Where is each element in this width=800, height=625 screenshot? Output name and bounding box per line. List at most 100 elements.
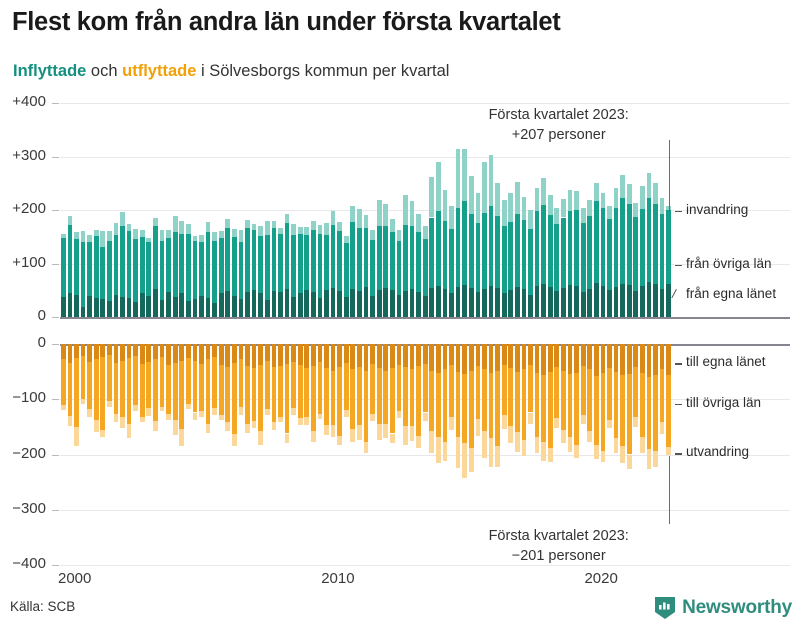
bar-segment — [600, 285, 606, 317]
series-label-utvandring: utvandring — [686, 444, 750, 460]
bar-segment — [580, 222, 586, 293]
bar-segment — [205, 359, 211, 424]
bar-2003Q3 — [153, 217, 158, 317]
bar-2001Q2 — [93, 344, 99, 433]
bar-segment — [574, 344, 579, 373]
bar-segment — [120, 416, 125, 428]
bar-segment — [291, 361, 296, 409]
bar-segment — [370, 344, 375, 364]
bar-segment — [278, 366, 283, 417]
bar-2013Q2 — [409, 201, 415, 317]
bar-segment — [528, 344, 533, 365]
bar-segment — [205, 297, 211, 317]
bar-2012Q2 — [383, 344, 389, 438]
bar-segment — [100, 430, 106, 437]
bar-segment — [284, 344, 290, 364]
bar-segment — [199, 344, 204, 364]
bar-segment — [521, 197, 527, 220]
bar-2005Q3 — [205, 344, 211, 434]
annotation-bottom: Första kvartalet 2023: −201 personer — [439, 527, 679, 566]
bar-segment — [192, 298, 198, 317]
bar-2010Q3 — [337, 221, 343, 317]
bar-segment — [501, 364, 507, 415]
bar-2004Q4 — [185, 223, 191, 317]
ytick-label-top: +300 — [12, 146, 46, 164]
subtitle-keyword-inflyttade: Inflyttade — [13, 62, 87, 80]
bar-segment — [271, 291, 277, 317]
leader-line — [675, 210, 682, 213]
bar-segment — [501, 293, 507, 317]
bar-2002Q2 — [120, 344, 125, 428]
bar-segment — [620, 198, 625, 284]
bar-segment — [284, 214, 290, 223]
bar-segment — [383, 344, 389, 371]
bar-2008Q2 — [278, 228, 283, 317]
bar-segment — [133, 404, 139, 412]
bar-2000Q1 — [60, 344, 66, 411]
bar-segment — [383, 423, 389, 438]
gridline-top — [60, 156, 790, 158]
bar-segment — [442, 220, 448, 290]
bar-2021Q3 — [626, 344, 632, 469]
bar-segment — [653, 374, 658, 452]
bar-segment — [139, 344, 145, 364]
bar-segment — [113, 413, 119, 423]
bar-2009Q3 — [310, 220, 316, 317]
bar-2020Q4 — [607, 205, 612, 317]
bar-segment — [87, 409, 92, 417]
bar-segment — [475, 222, 481, 293]
bar-2021Q1 — [613, 187, 619, 317]
bar-segment — [468, 344, 474, 371]
bar-segment — [514, 287, 520, 317]
bar-segment — [547, 371, 553, 448]
bar-segment — [218, 293, 224, 317]
bar-segment — [580, 292, 586, 317]
bar-segment — [146, 408, 152, 416]
bar-segment — [449, 229, 454, 294]
bar-segment — [640, 285, 645, 317]
bar-segment — [574, 372, 579, 445]
bar-segment — [350, 344, 356, 370]
bar-segment — [304, 416, 310, 425]
bar-segment — [613, 437, 619, 454]
source-note: Källa: SCB — [10, 599, 76, 614]
bar-2010Q4 — [343, 235, 349, 317]
bar-segment — [600, 192, 606, 208]
ytick-bottom — [52, 454, 59, 456]
bar-segment — [488, 372, 494, 438]
bar-2013Q3 — [416, 214, 421, 317]
bar-segment — [159, 230, 165, 242]
bar-segment — [139, 416, 145, 423]
leader-line — [671, 289, 686, 304]
bar-segment — [521, 344, 527, 370]
gridline-top — [60, 210, 790, 211]
bar-segment — [376, 344, 382, 369]
bar-segment — [60, 296, 66, 317]
bar-segment — [218, 344, 224, 365]
bar-2017Q2 — [514, 182, 520, 317]
xtick-label: 2000 — [58, 570, 92, 587]
bar-segment — [291, 344, 296, 362]
bar-2003Q2 — [146, 237, 152, 317]
bar-segment — [613, 344, 619, 372]
bar-segment — [126, 223, 132, 232]
bar-2000Q4 — [80, 231, 86, 317]
brand-logo[interactable]: Newsworthy — [654, 596, 792, 620]
bar-segment — [172, 296, 178, 317]
bar-segment — [258, 431, 264, 445]
bar-segment — [653, 451, 658, 467]
bar-2015Q2 — [462, 344, 468, 478]
bar-segment — [166, 230, 171, 238]
bar-segment — [264, 299, 270, 317]
bar-2022Q2 — [646, 172, 652, 317]
bar-segment — [495, 288, 500, 317]
bar-segment — [297, 293, 303, 317]
bar-segment — [74, 232, 79, 239]
bar-segment — [146, 344, 152, 362]
bar-segment — [93, 359, 99, 421]
bar-segment — [251, 368, 257, 422]
zero-line-bottom — [60, 344, 790, 346]
bar-segment — [251, 421, 257, 428]
bar-2014Q3 — [442, 189, 448, 317]
series-label-fran-egna-lanet: från egna länet — [686, 286, 777, 302]
